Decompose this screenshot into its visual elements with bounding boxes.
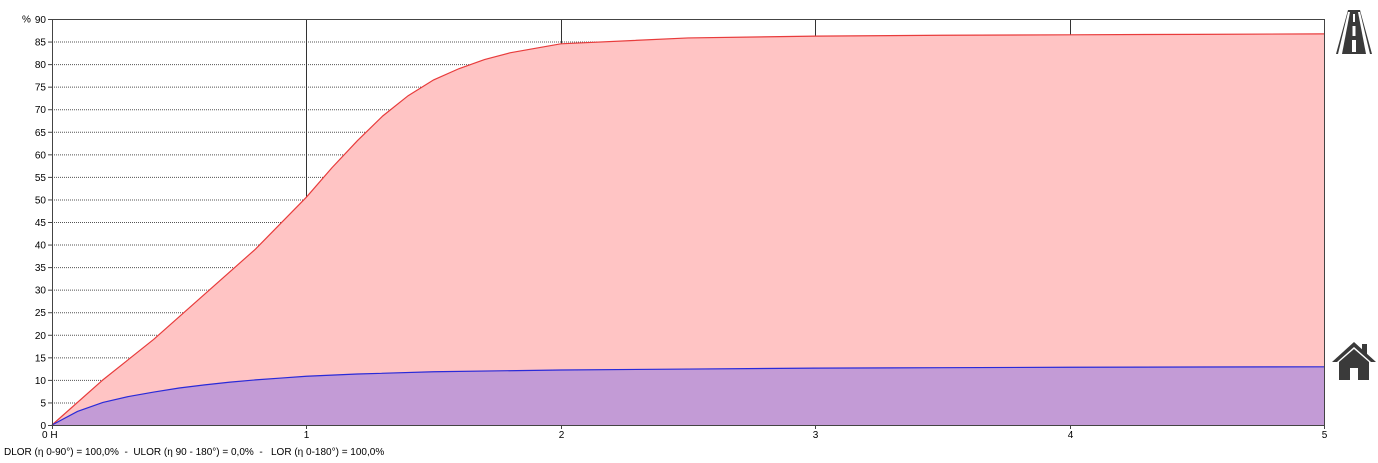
y-tick-label: 85 — [35, 38, 47, 49]
y-tick-label: 50 — [35, 195, 47, 206]
road-icon — [1334, 10, 1374, 54]
y-tick-label: 0 — [40, 421, 46, 432]
y-tick-label: 90 — [35, 15, 47, 26]
lor-summary-text: DLOR (η 0-90°) = 100,0% - ULOR (η 90 - 1… — [4, 447, 385, 458]
y-tick-label: 10 — [35, 376, 47, 387]
y-tick-label: 35 — [35, 263, 47, 274]
x-tick-label: 3 — [813, 430, 819, 441]
y-tick-label: 20 — [35, 331, 47, 342]
x-tick-label: 5 — [1322, 430, 1328, 441]
y-tick-label: 60 — [35, 150, 47, 161]
house-icon — [1332, 340, 1376, 380]
series-line-0 — [51, 33, 1325, 426]
plot-frame — [52, 19, 1325, 426]
y-tick-label: 40 — [35, 241, 47, 252]
series-area-1 — [52, 366, 1324, 425]
y-tick-label: 30 — [35, 286, 47, 297]
x-tick-label: 0 H — [42, 430, 58, 441]
y-tick-label: 80 — [35, 60, 47, 71]
y-tick-label: 15 — [35, 353, 47, 364]
series-line-1 — [51, 366, 1325, 426]
x-tick-label: 4 — [1068, 430, 1074, 441]
y-tick-label: 70 — [35, 105, 47, 116]
x-tick-label: 2 — [559, 430, 565, 441]
y-unit-label: % — [22, 15, 31, 26]
x-tick-label: 1 — [304, 430, 310, 441]
y-tick-label: 45 — [35, 218, 47, 229]
series-area-0 — [52, 33, 1324, 426]
y-tick-label: 5 — [40, 398, 46, 409]
y-tick-label: 65 — [35, 128, 47, 139]
y-tick-label: 75 — [35, 83, 47, 94]
y-tick-label: 55 — [35, 173, 47, 184]
y-tick-label: 25 — [35, 308, 47, 319]
